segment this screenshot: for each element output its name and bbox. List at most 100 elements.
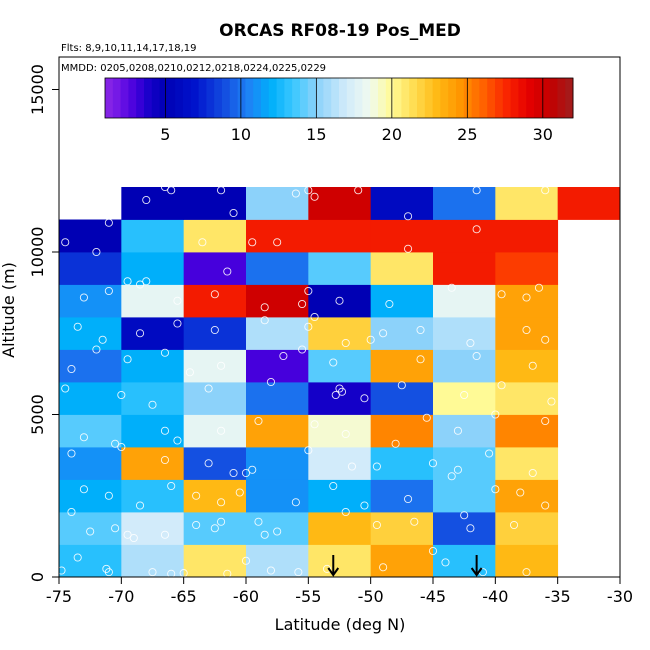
observation-point <box>347 462 357 471</box>
heatmap-cell <box>308 219 372 253</box>
observation-point <box>217 498 226 507</box>
observation-point <box>304 322 313 331</box>
observation-point <box>160 348 170 357</box>
observation-point <box>341 338 350 348</box>
heatmap-cell <box>246 317 309 350</box>
heatmap-cell <box>246 544 309 577</box>
observation-point <box>160 182 170 192</box>
x-tick-label: -75 <box>46 587 72 606</box>
observation-point <box>541 335 550 344</box>
observation-point <box>254 416 263 426</box>
heatmap-cell <box>370 349 434 383</box>
colorbar-swatch <box>362 78 371 118</box>
observation-point <box>248 238 257 247</box>
colorbar-tick-label: 20 <box>382 125 402 144</box>
observation-point <box>279 351 288 361</box>
observation-point <box>497 381 506 390</box>
colorbar-tick-label: 5 <box>160 125 170 144</box>
colorbar-swatch <box>268 78 278 118</box>
observation-point <box>485 449 494 458</box>
observation-point <box>160 426 170 435</box>
observation-point <box>379 563 388 572</box>
heatmap-cell <box>495 219 559 253</box>
heatmap-cell <box>308 252 372 285</box>
observation-point <box>310 192 319 201</box>
observation-point <box>123 530 132 539</box>
observation-point <box>98 335 107 344</box>
heatmap-cell <box>121 219 185 253</box>
observation-point <box>360 501 369 510</box>
observation-point <box>335 296 344 305</box>
arrow-marker <box>470 555 483 577</box>
heatmap-cell <box>183 544 247 577</box>
colorbar-swatch <box>471 78 480 118</box>
observation-point <box>92 345 101 354</box>
heatmap-cell <box>183 219 247 253</box>
heatmap-cell <box>495 414 559 448</box>
observation-point <box>491 485 500 494</box>
observation-point <box>229 468 238 478</box>
heatmap-cell <box>59 317 122 350</box>
heatmap-cell <box>433 479 496 513</box>
heatmap-cell <box>59 447 122 480</box>
observation-point <box>428 546 438 556</box>
colorbar-swatch <box>159 78 168 118</box>
observation-point <box>204 459 213 468</box>
colorbar-swatch <box>526 78 535 118</box>
heatmap-cell <box>183 479 247 513</box>
colorbar-swatch <box>261 78 270 118</box>
colorbar-swatch <box>222 78 231 118</box>
heatmap-cell <box>121 284 185 318</box>
observation-point <box>304 286 313 296</box>
observation-point <box>104 218 113 227</box>
heatmap-cell <box>308 187 372 220</box>
heatmap-cell <box>370 447 434 480</box>
heatmap-cell <box>370 317 434 350</box>
colorbar-frame <box>104 77 574 119</box>
x-tick-label: -55 <box>295 587 321 606</box>
observation-point <box>304 446 313 455</box>
observation-point <box>86 527 95 536</box>
x-tick-label: -60 <box>233 587 259 606</box>
heatmap-cell <box>246 349 309 383</box>
observation-point <box>210 290 219 299</box>
colorbar-swatch <box>292 78 301 118</box>
observation-point <box>254 517 263 526</box>
heatmap-cell <box>370 252 434 285</box>
observation-point <box>466 524 475 533</box>
observation-point <box>241 556 251 565</box>
x-tick-label: -35 <box>545 587 571 606</box>
observation-point <box>522 568 531 577</box>
observation-point <box>497 290 506 299</box>
colorbar-swatch <box>346 78 356 118</box>
observation-point <box>509 520 519 530</box>
colorbar-swatch <box>424 78 434 118</box>
observation-point <box>460 511 469 520</box>
observation-point <box>192 520 201 530</box>
observation-point <box>185 368 194 377</box>
observation-point <box>466 338 475 348</box>
observation-point <box>260 316 269 325</box>
observation-point <box>167 569 176 577</box>
observation-point <box>167 186 176 195</box>
observation-point <box>416 355 425 364</box>
observation-point <box>360 394 369 403</box>
observation-point <box>329 481 338 491</box>
heatmap-cell <box>59 544 122 577</box>
colorbar-swatch <box>144 78 153 118</box>
heatmap-cell <box>370 219 434 253</box>
colorbar-swatch <box>331 78 340 118</box>
observation-point <box>248 465 257 474</box>
colorbar-swatch <box>245 78 254 118</box>
observation-point <box>341 429 350 439</box>
heatmap-cell <box>308 317 372 350</box>
observation-point <box>67 507 76 517</box>
colorbar-swatch <box>307 78 317 118</box>
observation-point <box>123 277 132 286</box>
heatmap-cell <box>183 512 247 545</box>
observation-point <box>472 351 481 361</box>
heatmap-cell <box>308 382 372 415</box>
heatmap-cell <box>246 479 309 513</box>
heatmap-cell <box>59 382 122 415</box>
